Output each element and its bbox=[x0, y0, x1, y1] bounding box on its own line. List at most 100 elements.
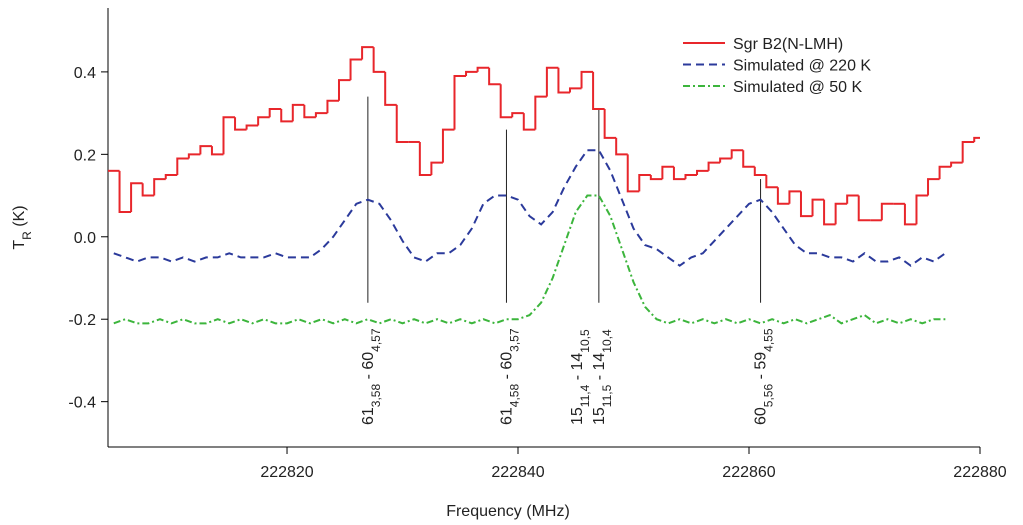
step bbox=[730, 149, 744, 159]
legend-label: Simulated @ 220 K bbox=[733, 58, 871, 75]
step bbox=[465, 70, 478, 77]
x-tick-label: 222840 bbox=[491, 464, 544, 481]
subscript: R bbox=[20, 231, 34, 240]
step bbox=[568, 87, 582, 93]
annotation-label: 614,58 - 603,57 bbox=[498, 328, 521, 425]
step bbox=[130, 182, 143, 213]
text-part: - 59 bbox=[753, 352, 770, 384]
step bbox=[950, 161, 963, 167]
step bbox=[592, 71, 605, 110]
x-axis-label: Frequency (MHz) bbox=[446, 503, 570, 520]
step bbox=[257, 116, 270, 126]
text-part: 61 bbox=[360, 407, 377, 425]
step bbox=[719, 157, 732, 163]
step bbox=[788, 190, 801, 204]
step bbox=[834, 202, 848, 225]
series-line bbox=[113, 194, 946, 325]
step bbox=[291, 103, 305, 122]
step bbox=[765, 174, 778, 189]
step bbox=[349, 58, 363, 81]
annotation-label: 613,58 - 604,57 bbox=[360, 328, 383, 425]
subscript: 5,56 bbox=[762, 384, 776, 408]
step bbox=[684, 173, 698, 180]
step bbox=[453, 75, 467, 130]
annotation-label: 605,56 - 594,55 bbox=[753, 328, 776, 425]
step bbox=[742, 150, 755, 168]
step bbox=[846, 194, 859, 204]
x-tick-label: 222860 bbox=[722, 464, 775, 481]
step bbox=[511, 112, 524, 118]
subscript: 4,58 bbox=[507, 384, 521, 408]
step bbox=[499, 84, 513, 119]
step bbox=[430, 161, 443, 175]
step bbox=[164, 173, 178, 180]
step bbox=[141, 183, 155, 197]
step bbox=[361, 46, 374, 60]
y-tick-label: 0.4 bbox=[74, 65, 96, 82]
subscript: 3,57 bbox=[507, 328, 521, 352]
subscript: 11,4 bbox=[578, 384, 592, 407]
step bbox=[441, 128, 455, 163]
step bbox=[418, 141, 432, 176]
y-tick-label: 0.0 bbox=[74, 230, 96, 247]
step bbox=[880, 202, 894, 221]
text-part: - 60 bbox=[498, 352, 515, 384]
step bbox=[234, 117, 247, 131]
subscript: 11,5 bbox=[600, 384, 614, 407]
step bbox=[776, 187, 790, 205]
text-part: - 14 bbox=[569, 353, 586, 385]
subscript: 10,5 bbox=[578, 329, 592, 353]
text-part: 60 bbox=[753, 407, 770, 425]
step bbox=[534, 95, 547, 130]
step bbox=[649, 174, 663, 181]
step bbox=[696, 169, 709, 175]
text-part: 15 bbox=[569, 407, 586, 425]
legend-label: Simulated @ 50 K bbox=[733, 79, 863, 96]
step bbox=[707, 161, 721, 171]
step bbox=[938, 165, 952, 180]
step bbox=[176, 157, 189, 175]
step bbox=[153, 178, 166, 196]
step bbox=[638, 173, 651, 192]
step bbox=[245, 124, 259, 130]
series-line bbox=[113, 149, 946, 267]
subscript: 10,4 bbox=[600, 329, 614, 353]
step bbox=[545, 66, 559, 97]
step bbox=[488, 67, 501, 86]
step bbox=[811, 198, 825, 217]
x-tick-label: 222880 bbox=[953, 464, 1006, 481]
text-part: - 14 bbox=[591, 353, 608, 385]
step bbox=[337, 79, 351, 101]
step bbox=[799, 191, 813, 218]
subscript: 4,57 bbox=[369, 328, 383, 352]
step bbox=[118, 170, 132, 214]
annotation-label: 1511,4 - 1410,5 bbox=[569, 329, 592, 425]
subscript: 3,58 bbox=[369, 384, 383, 408]
step bbox=[915, 194, 929, 225]
subscript: 4,55 bbox=[762, 328, 776, 352]
y-tick-label: -0.2 bbox=[68, 312, 96, 329]
step bbox=[372, 47, 386, 73]
step bbox=[927, 178, 940, 196]
step bbox=[672, 166, 686, 181]
step bbox=[626, 154, 640, 193]
text-part: (K) bbox=[11, 205, 28, 231]
step bbox=[199, 145, 212, 155]
step bbox=[395, 104, 409, 143]
step bbox=[753, 166, 767, 176]
annotation-label: 1511,5 - 1410,4 bbox=[591, 329, 614, 425]
step bbox=[903, 203, 917, 226]
y-axis-label: TR (K) bbox=[11, 205, 34, 249]
text-part: T bbox=[11, 240, 28, 250]
y-tick-label: -0.4 bbox=[68, 395, 96, 412]
step bbox=[961, 140, 975, 163]
step bbox=[615, 137, 628, 156]
step bbox=[857, 195, 871, 222]
step bbox=[823, 199, 836, 226]
step bbox=[210, 146, 224, 156]
step bbox=[268, 107, 282, 118]
legend-label: Sgr B2(N-LMH) bbox=[733, 36, 843, 53]
x-tick-label: 222820 bbox=[260, 464, 313, 481]
step bbox=[384, 71, 397, 106]
